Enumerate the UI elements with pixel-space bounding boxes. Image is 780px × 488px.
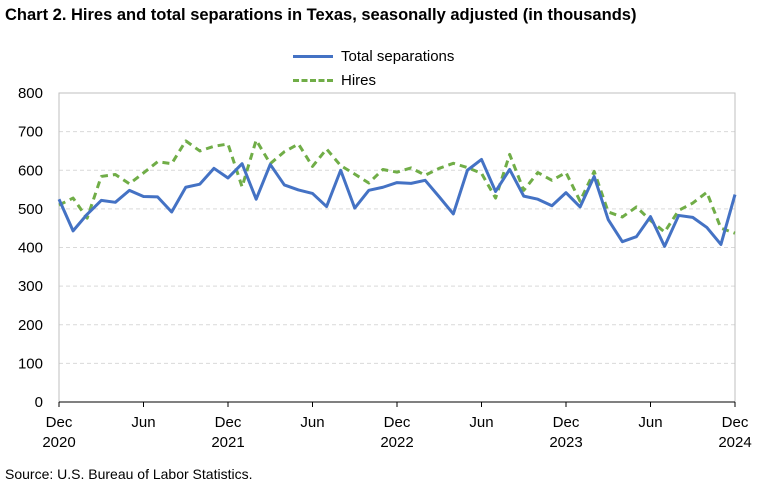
x-tick-label-month: Jun xyxy=(469,414,493,431)
x-tick-label-year: 2022 xyxy=(380,434,413,451)
legend-label-total-separations: Total separations xyxy=(341,47,455,65)
source-note: Source: U.S. Bureau of Labor Statistics. xyxy=(5,466,253,482)
y-tick-label: 500 xyxy=(18,201,43,218)
y-tick-label: 200 xyxy=(18,317,43,334)
y-tick-label: 800 xyxy=(18,85,43,102)
legend-swatch-hires xyxy=(293,78,333,82)
y-tick-label: 600 xyxy=(18,162,43,179)
x-tick-label-month: Jun xyxy=(638,414,662,431)
x-tick-label-year: 2024 xyxy=(718,434,751,451)
chart-title: Chart 2. Hires and total separations in … xyxy=(5,6,637,24)
x-tick-label-month: Dec xyxy=(384,414,411,431)
series-line-total-separations xyxy=(57,157,737,248)
x-tick-label-month: Jun xyxy=(131,414,155,431)
y-tick-label: 300 xyxy=(18,278,43,295)
x-tick-label-month: Dec xyxy=(215,414,242,431)
x-tick-label-year: 2021 xyxy=(211,434,244,451)
x-tick-label-month: Dec xyxy=(46,414,73,431)
y-tick-label: 0 xyxy=(35,394,43,411)
x-tick-label-month: Jun xyxy=(300,414,324,431)
x-tick-label-year: 2020 xyxy=(42,434,75,451)
legend-swatch-total-separations xyxy=(293,54,333,58)
legend-item-hires: Hires xyxy=(293,68,454,92)
chart-legend: Total separations Hires xyxy=(293,44,454,92)
y-tick-label: 400 xyxy=(18,240,43,257)
series-line-hires xyxy=(58,138,736,235)
y-tick-label: 700 xyxy=(18,124,43,141)
legend-label-hires: Hires xyxy=(341,71,377,89)
x-tick-label-month: Dec xyxy=(722,414,749,431)
y-tick-label: 100 xyxy=(18,355,43,372)
x-tick-label-year: 2023 xyxy=(549,434,582,451)
x-tick-label-month: Dec xyxy=(553,414,580,431)
legend-item-total-separations: Total separations xyxy=(293,44,454,68)
